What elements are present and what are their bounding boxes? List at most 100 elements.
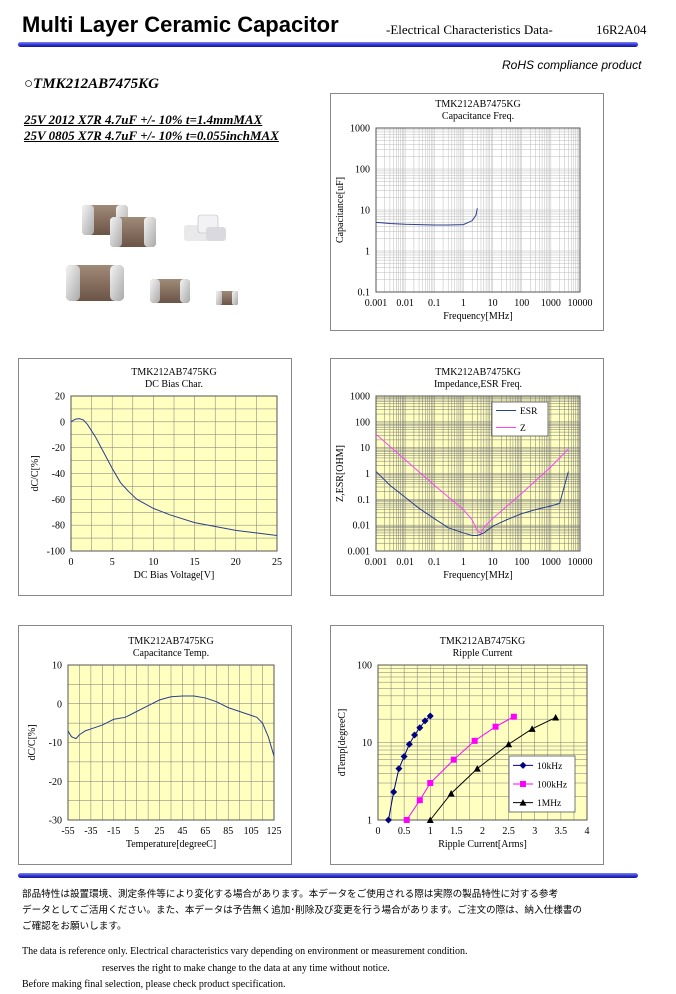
data-point-marker	[416, 797, 423, 804]
y-tick-label: 0.001	[348, 547, 371, 558]
x-axis-label: Temperature[degreeC]	[126, 839, 216, 850]
x-tick-label: 0.001	[365, 557, 388, 568]
x-tick-label: 100	[514, 557, 529, 568]
y-tick-label: 100	[355, 417, 370, 428]
data-point-marker	[473, 765, 481, 772]
y-tick-label: 10	[52, 661, 62, 672]
chip-xlarge	[66, 265, 124, 301]
rohs-label: RoHS compliance product	[502, 58, 642, 72]
x-tick-label: 85	[223, 826, 233, 837]
y-tick-label: 0.1	[358, 288, 371, 299]
page-title: Multi Layer Ceramic Capacitor	[22, 12, 339, 37]
impedance-esr-chart-panel: TMK212AB7475KG Impedance,ESR Freq. 0.001 0.…	[330, 358, 604, 596]
legend-marker	[519, 761, 527, 769]
data-point-marker	[426, 816, 434, 823]
data-point-marker	[552, 714, 560, 721]
y-tick-label: -100	[47, 547, 65, 558]
y-axis-label: Z,ESR[OHM]	[335, 445, 346, 502]
y-axis-label: dC/C[%]	[27, 724, 38, 760]
disclaimer-japanese: 部品特性は設置環境、測定条件等により変化する場合があります。本データをご使用され…	[22, 887, 658, 935]
x-tick-label: 0.1	[428, 557, 441, 568]
chart-title: TMK212AB7475KG	[435, 367, 521, 378]
x-tick-label: 0.5	[398, 826, 411, 837]
y-tick-label: 10	[362, 738, 372, 749]
x-axis-label: DC Bias Voltage[V]	[134, 570, 215, 581]
data-point-marker	[427, 780, 434, 787]
spec-line-imperial: 25V 0805 X7R 4.7uF +/- 10% t=0.055inchMA…	[24, 128, 279, 143]
data-point-marker	[505, 740, 513, 748]
data-point-marker	[450, 756, 457, 763]
x-tick-label: 0.1	[428, 298, 441, 309]
x-tick-label: 10	[488, 298, 498, 309]
dc-bias-chart-panel: TMK212AB7475KG DC Bias Char. 0 5 10 15 20 25 20 0…	[18, 358, 292, 596]
plot-border	[67, 664, 275, 821]
x-tick-label: 3.5	[555, 826, 568, 837]
chart-title: TMK212AB7475KG	[131, 367, 217, 378]
x-tick-label: 15	[190, 557, 200, 568]
x-tick-label: 10	[148, 557, 158, 568]
disclaimer-english-3: Before making final selection, please ch…	[22, 979, 286, 990]
data-point-marker	[510, 713, 517, 720]
x-tick-label: 10000	[568, 557, 593, 568]
x-tick-label: 0	[376, 826, 381, 837]
capacitance-frequency-chart-panel: TMK212AB7475KG Capacitance Freq. 0.001 0.01…	[330, 93, 604, 331]
x-tick-label: 1	[461, 557, 466, 568]
y-tick-label: 0	[60, 417, 65, 428]
data-point-marker	[390, 788, 398, 796]
x-tick-label: 20	[231, 557, 241, 568]
data-point-marker	[400, 752, 408, 760]
page-subtitle: -Electrical Characteristics Data-	[386, 22, 553, 37]
disclaimer-jp-line: データとしてご活用ください。また、本データは予告無く追加･削除及び変更を行う場合…	[22, 905, 582, 916]
x-tick-label: 0	[69, 557, 74, 568]
legend-label: 10kHz	[537, 762, 562, 772]
data-point-marker	[492, 723, 499, 730]
disclaimer-english-1: The data is reference only. Electrical c…	[22, 946, 468, 957]
chart-title: TMK212AB7475KG	[435, 99, 521, 110]
y-tick-label: -20	[52, 443, 65, 454]
y-tick-label: 1	[367, 816, 372, 827]
data-point-marker	[421, 717, 429, 725]
document-code: 16R2A04	[596, 22, 647, 37]
x-tick-label: 1.5	[450, 826, 463, 837]
plot-border	[70, 395, 278, 552]
y-tick-label: 1000	[350, 124, 370, 135]
x-tick-label: 100	[514, 298, 529, 309]
data-point-marker	[395, 765, 403, 773]
data-point-marker	[416, 724, 424, 732]
y-tick-label: 0.1	[358, 495, 371, 506]
x-tick-label: 105	[244, 826, 259, 837]
x-tick-label: 45	[177, 826, 187, 837]
part-number: ○TMK212AB7475KG	[24, 76, 159, 92]
plot-border	[377, 664, 588, 821]
y-tick-label: 1000	[350, 392, 370, 403]
data-point-marker	[471, 737, 478, 744]
plot-border	[375, 395, 581, 552]
disclaimer-jp-line: ご確認をお願いします。	[22, 921, 127, 932]
x-tick-label: 65	[200, 826, 210, 837]
series-line	[70, 418, 278, 536]
chip-medium	[150, 279, 190, 303]
data-point-marker	[528, 725, 536, 732]
legend-label: 100kHz	[537, 781, 567, 791]
x-tick-label: 25	[272, 557, 282, 568]
legend-label: Z	[520, 424, 526, 434]
y-tick-label: 100	[357, 661, 372, 672]
x-tick-label: 1000	[541, 557, 561, 568]
chip-large-2	[110, 217, 156, 247]
x-tick-label: 2.5	[502, 826, 515, 837]
y-tick-label: 0	[57, 699, 62, 710]
y-tick-label: 10	[360, 443, 370, 454]
y-tick-label: -60	[52, 495, 65, 506]
footer-divider	[18, 873, 638, 878]
y-axis-label: Capacitance[uF]	[335, 177, 346, 243]
spec-line-metric: 25V 2012 X7R 4.7uF +/- 10% t=1.4mmMAX	[24, 112, 263, 127]
x-tick-label: 0.01	[396, 557, 414, 568]
data-point-marker	[403, 817, 410, 823]
x-tick-label: 10000	[568, 298, 593, 309]
y-tick-label: -20	[49, 777, 62, 788]
data-point-marker	[384, 816, 392, 824]
